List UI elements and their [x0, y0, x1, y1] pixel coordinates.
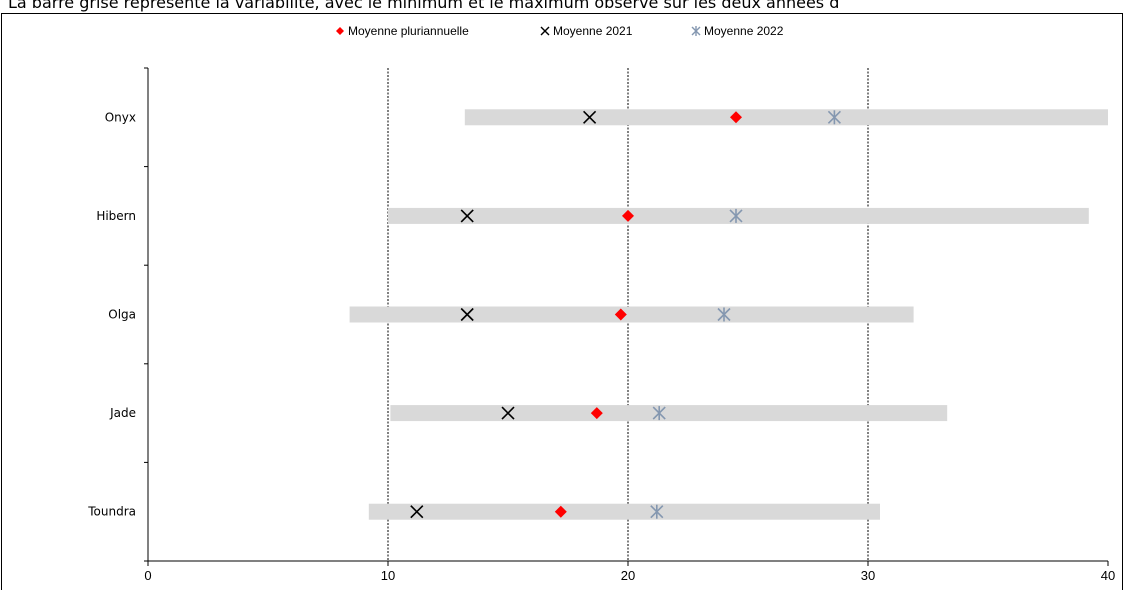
- marker-s0-olga: [614, 308, 627, 321]
- x-tick-label-0: 0: [144, 568, 151, 583]
- marker-s1-onyx: [583, 110, 597, 124]
- legend-label-0: Moyenne pluriannuelle: [348, 24, 469, 38]
- x-tick-label-40: 40: [1101, 568, 1115, 583]
- x-tick-label-30: 30: [861, 568, 875, 583]
- legend-label-1: Moyenne 2021: [553, 24, 633, 38]
- x-tick-label-10: 10: [381, 568, 395, 583]
- legend: Moyenne pluriannuelle Moyenne 2021 Moyenne…: [336, 24, 784, 38]
- y-tick-label-olga: Olga: [108, 308, 136, 322]
- marker-s0-toundra: [554, 505, 567, 518]
- range-bar-jade: [390, 405, 948, 422]
- marker-s0-onyx: [730, 111, 742, 124]
- y-tick-label-jade: Jade: [109, 406, 136, 420]
- chart-frame: [1, 13, 1123, 590]
- y-tick-label-toundra: Toundra: [87, 505, 136, 519]
- marker-s1-hibern: [460, 209, 474, 223]
- range-bar-toundra: [368, 503, 880, 520]
- marker-s2-onyx: [827, 110, 841, 125]
- legend-item-1: Moyenne 2021: [540, 24, 633, 38]
- range-bar-olga: [349, 306, 914, 323]
- marker-s1-jade: [501, 406, 515, 420]
- marker-s0-jade: [590, 407, 603, 420]
- marker-s2-olga: [717, 307, 731, 322]
- legend-item-2: Moyenne 2022: [691, 24, 784, 38]
- range-bar-onyx: [464, 109, 1108, 126]
- y-tick-label-hibern: Hibern: [96, 209, 136, 223]
- marker-s1-toundra: [410, 505, 424, 519]
- legend-item-0: Moyenne pluriannuelle: [336, 24, 469, 38]
- x-tick-label-20: 20: [621, 568, 635, 583]
- y-tick-label-onyx: Onyx: [105, 110, 136, 124]
- legend-label-2: Moyenne 2022: [704, 24, 784, 38]
- range-bars: [349, 109, 1108, 520]
- marker-s2-toundra: [650, 504, 664, 519]
- axes: Onyx Hibern Olga Jade Toundra 0 10 20 30 40: [87, 67, 1115, 583]
- figure-caption: La barre grise représente la variabilité…: [8, 0, 840, 12]
- range-bar-hibern: [388, 207, 1089, 224]
- data-markers: [410, 110, 841, 519]
- marker-s1-olga: [460, 307, 474, 322]
- marker-s2-hibern: [729, 208, 743, 223]
- marker-s0-hibern: [622, 209, 634, 222]
- marker-s2-jade: [652, 406, 666, 421]
